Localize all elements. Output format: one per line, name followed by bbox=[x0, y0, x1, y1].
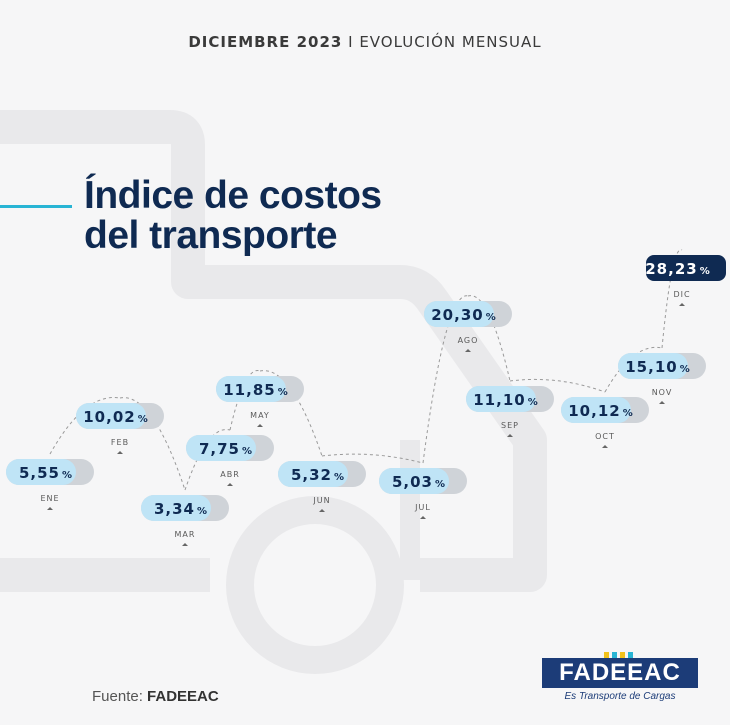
caret-icon bbox=[659, 401, 665, 404]
month-point-oct: 10,12 % OCT bbox=[561, 397, 649, 448]
caret-icon bbox=[465, 349, 471, 352]
unit-label: % bbox=[197, 506, 208, 517]
month-label: MAY bbox=[250, 411, 270, 420]
header-subtitle: EVOLUCIÓN MENSUAL bbox=[359, 33, 542, 51]
unit-label: % bbox=[435, 479, 446, 490]
unit-label: % bbox=[278, 387, 289, 398]
month-label: ABR bbox=[220, 470, 240, 479]
unit-label: % bbox=[700, 266, 711, 277]
month-point-abr: 7,75 % ABR bbox=[186, 435, 274, 486]
month-point-jul: 5,03 % JUL bbox=[379, 468, 467, 519]
caret-icon bbox=[182, 543, 188, 546]
connector-line bbox=[321, 453, 424, 464]
report-period-header: DICIEMBRE 2023 I EVOLUCIÓN MENSUAL bbox=[0, 33, 730, 51]
month-point-sep: 11,10 % SEP bbox=[466, 386, 554, 437]
logo-stripes-icon bbox=[604, 652, 633, 662]
value-label: 20,30% bbox=[431, 306, 496, 324]
source-label: Fuente: bbox=[92, 688, 143, 705]
connector-line bbox=[509, 378, 606, 393]
month-label: SEP bbox=[501, 421, 519, 430]
unit-label: % bbox=[680, 364, 691, 375]
pill-background bbox=[141, 495, 211, 521]
value-label: 5,03% bbox=[392, 473, 446, 491]
value-label: 10,12% bbox=[568, 402, 633, 420]
unit-label: % bbox=[528, 397, 539, 408]
month-point-feb: 10,02 % FEB bbox=[76, 403, 164, 454]
logo-tagline: Es Transporte de Cargas bbox=[564, 691, 676, 702]
value-label: 11,10% bbox=[473, 391, 538, 409]
pill-background bbox=[424, 301, 494, 327]
unit-label: % bbox=[138, 414, 149, 425]
value-label: 10,02% bbox=[83, 408, 148, 426]
month-point-mar: 3,34 % MAR bbox=[141, 495, 229, 546]
month-label: AGO bbox=[458, 336, 479, 345]
caret-icon bbox=[420, 516, 426, 519]
chart-title: Índice de costos del transporte bbox=[84, 176, 382, 256]
caret-icon bbox=[679, 303, 685, 306]
connector-line bbox=[49, 396, 121, 455]
month-point-may: 11,85 % MAY bbox=[216, 376, 304, 427]
pill-background bbox=[379, 468, 449, 494]
month-label: NOV bbox=[652, 388, 673, 397]
month-label: JUL bbox=[414, 503, 431, 512]
fadeeac-logo: FADEEAC Es Transporte de Cargas bbox=[542, 652, 702, 708]
caret-icon bbox=[227, 483, 233, 486]
month-point-jun: 5,32 % JUN bbox=[278, 461, 366, 512]
connector-line bbox=[184, 429, 231, 491]
month-point-dic: 28,23 % DIC bbox=[645, 255, 726, 306]
caret-icon bbox=[117, 451, 123, 454]
connector-line bbox=[422, 295, 469, 464]
month-point-ene: 5,55 % ENE bbox=[6, 459, 94, 510]
unit-label: % bbox=[623, 408, 634, 419]
title-line-1: Índice de costos bbox=[84, 174, 382, 217]
unit-label: % bbox=[62, 470, 73, 481]
value-label: 3,34% bbox=[154, 500, 208, 518]
source-value: FADEEAC bbox=[147, 688, 219, 705]
pill-background bbox=[6, 459, 76, 485]
caret-icon bbox=[507, 434, 513, 437]
caret-icon bbox=[257, 424, 263, 427]
value-label: 11,85% bbox=[223, 381, 288, 399]
title-line-2: del transporte bbox=[84, 214, 338, 257]
month-label: OCT bbox=[595, 432, 615, 441]
pill-background bbox=[76, 403, 146, 429]
source-note: Fuente: FADEEAC bbox=[92, 688, 219, 705]
value-label: 15,10% bbox=[625, 358, 690, 376]
title-accent-line bbox=[0, 205, 72, 208]
value-label: 28,23% bbox=[645, 260, 710, 278]
pill-background bbox=[618, 353, 688, 379]
unit-label: % bbox=[486, 312, 497, 323]
connector-line bbox=[119, 397, 186, 491]
month-label: FEB bbox=[111, 438, 129, 447]
logo-wordmark: FADEEAC bbox=[542, 658, 698, 688]
value-label: 5,55% bbox=[19, 464, 73, 482]
caret-icon bbox=[602, 445, 608, 448]
pill-background bbox=[278, 461, 348, 487]
pill-background-highlight bbox=[646, 255, 726, 281]
value-label: 5,32% bbox=[291, 466, 345, 484]
month-label: ENE bbox=[40, 494, 59, 503]
header-period: DICIEMBRE 2023 bbox=[188, 33, 343, 51]
pill-background bbox=[216, 376, 286, 402]
pill-background bbox=[186, 435, 256, 461]
month-point-ago: 20,30 % AGO bbox=[424, 301, 512, 352]
header-separator: I bbox=[348, 33, 354, 51]
unit-label: % bbox=[242, 446, 253, 457]
caret-icon bbox=[47, 507, 53, 510]
month-label: DIC bbox=[673, 290, 690, 299]
connector-line bbox=[661, 249, 683, 349]
month-label: MAR bbox=[175, 530, 196, 539]
month-label: JUN bbox=[312, 496, 330, 505]
unit-label: % bbox=[334, 472, 345, 483]
pill-background bbox=[466, 386, 536, 412]
pill-background bbox=[561, 397, 631, 423]
month-point-nov: 15,10 % NOV bbox=[618, 353, 706, 404]
caret-icon bbox=[319, 509, 325, 512]
value-label: 7,75% bbox=[199, 440, 253, 458]
